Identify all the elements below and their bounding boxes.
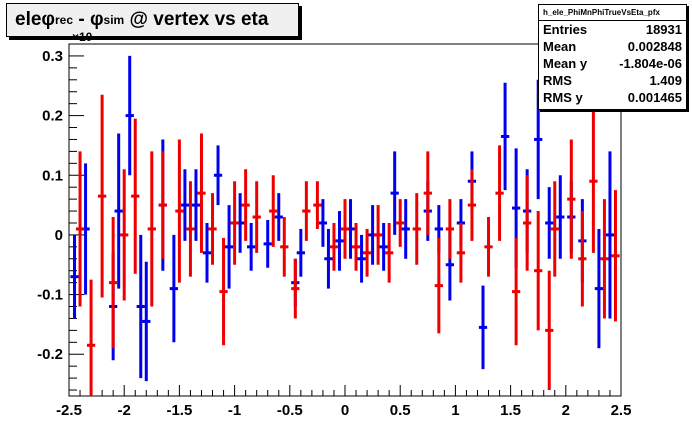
x-tick-label: 1: [451, 402, 459, 419]
stats-value: 0.002848: [627, 39, 682, 54]
x-tick-label: -2.5: [56, 402, 82, 419]
title-suffix: @ vertex vs eta: [124, 9, 269, 30]
title-phi-rec: φ: [41, 9, 56, 30]
y-tick-label: 0.3: [42, 48, 63, 65]
stats-row-mean: Mean 0.002848: [539, 38, 686, 55]
stats-box: h_ele_PhiMnPhiTrueVsEta_pfx Entries 18931…: [538, 4, 687, 110]
y-tick-label: 0.1: [42, 167, 63, 184]
title-sub-rec: rec: [55, 13, 74, 27]
stats-value: 18931: [645, 22, 682, 37]
stats-value: -1.804e-06: [619, 56, 682, 71]
chart-title: ele φ rec - φ sim @ vertex vs eta: [6, 3, 299, 37]
stats-label: RMS: [543, 73, 572, 88]
stats-label: Mean y: [543, 56, 588, 71]
y-axis-exponent: ×10: [72, 30, 93, 44]
stats-row-mean-y: Mean y -1.804e-06: [539, 55, 686, 72]
y-tick-label: 0: [55, 227, 63, 244]
title-sub-sim: sim: [103, 13, 125, 27]
stats-histogram-name: h_ele_PhiMnPhiTrueVsEta_pfx: [539, 5, 686, 21]
stats-label: Entries: [543, 22, 588, 37]
y-tick-label: -0.2: [37, 346, 63, 363]
stats-row-rms: RMS 1.409: [539, 72, 686, 89]
x-tick-label: 1.5: [500, 402, 521, 419]
x-tick-label: -2: [118, 402, 131, 419]
y-tick-label: 0.2: [42, 108, 63, 125]
stats-label: Mean: [543, 39, 577, 54]
x-tick-label: -1: [228, 402, 241, 419]
stats-row-rms-y: RMS y 0.001465: [539, 89, 686, 106]
title-mid: -: [73, 9, 90, 30]
x-tick-label: 0.5: [390, 402, 411, 419]
x-tick-label: 2.5: [611, 402, 632, 419]
x-tick-label: 2: [562, 402, 570, 419]
y-tick-label: -0.1: [37, 287, 63, 304]
x-tick-label: 0: [341, 402, 349, 419]
stats-label: RMS y: [543, 90, 583, 105]
title-prefix: ele: [15, 9, 42, 30]
stats-value: 0.001465: [627, 90, 682, 105]
stats-value: 1.409: [649, 73, 682, 88]
x-tick-label: -0.5: [277, 402, 303, 419]
title-phi-sim: φ: [89, 9, 104, 30]
stats-row-entries: Entries 18931: [539, 21, 686, 38]
x-tick-label: -1.5: [166, 402, 192, 419]
